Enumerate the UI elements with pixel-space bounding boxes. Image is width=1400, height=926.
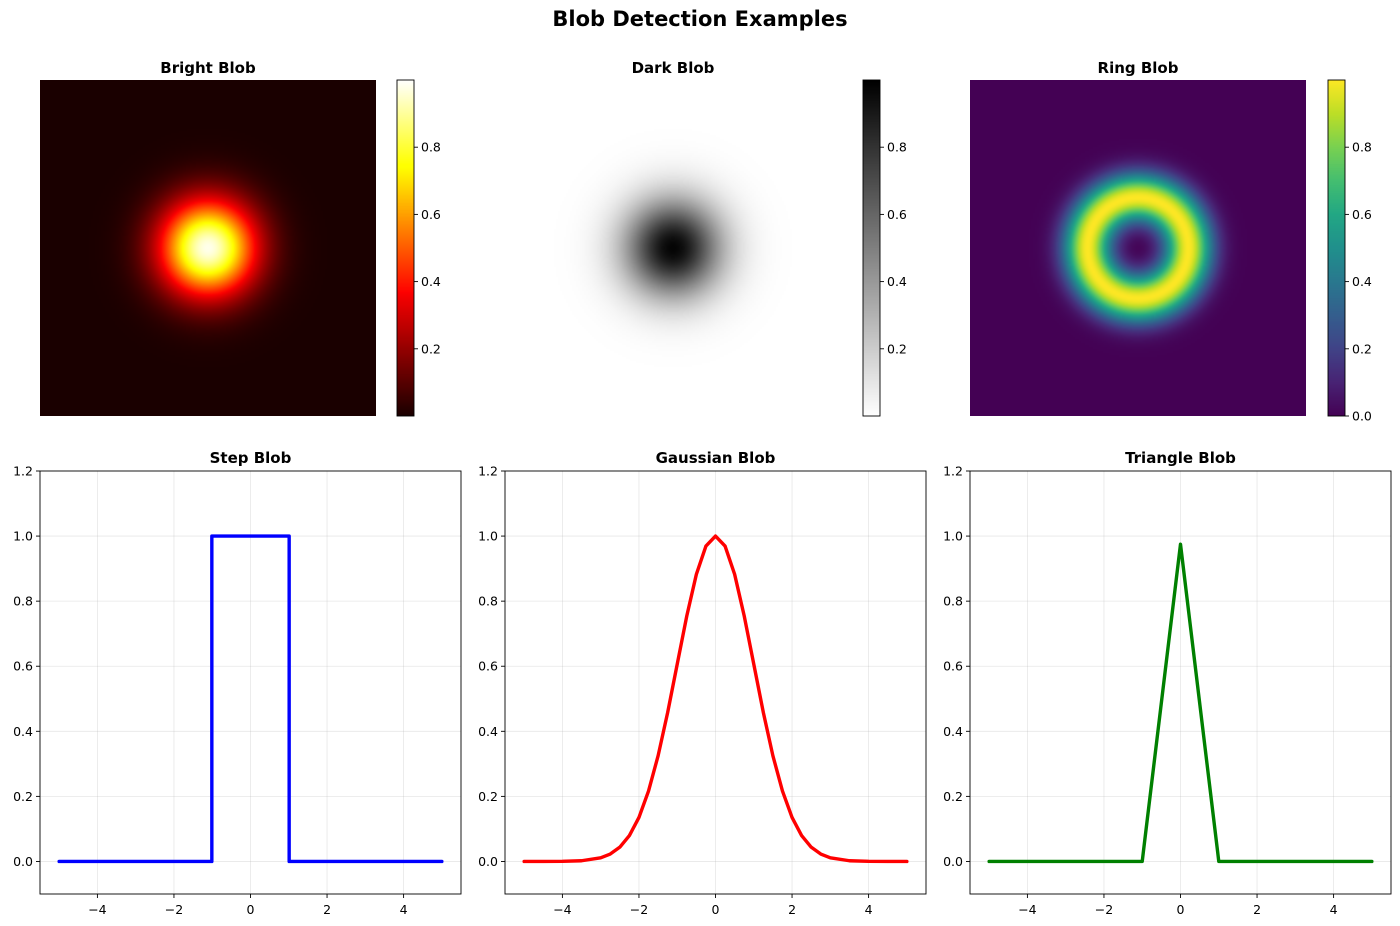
colorbar-tick-label: 0.6 (887, 207, 907, 222)
y-tick-label: 1.0 (943, 529, 963, 544)
y-tick-label: 0.4 (13, 724, 33, 739)
figure-title: Blob Detection Examples (552, 7, 847, 31)
panel-step-blob: Step Blob −4 −2 0 2 4 0.0 0.2 0.4 0.6 0.8 1.0 1.2 (13, 449, 462, 917)
y-tick-label: 1.0 (478, 529, 498, 544)
y-tick-label: 0.4 (943, 724, 963, 739)
colorbar-tick-label: 0.2 (887, 341, 907, 356)
y-tick-label: 0.8 (478, 594, 498, 609)
x-tick-label: 2 (323, 902, 331, 917)
colorbar-gradient (1328, 80, 1345, 416)
colorbar-gradient (863, 80, 880, 416)
x-tick-label: 4 (400, 902, 408, 917)
y-tick-label: 0.0 (13, 854, 33, 869)
y-tick-label: 1.2 (478, 464, 498, 479)
y-tick-label: 1.2 (943, 464, 963, 479)
panel-title: Step Blob (210, 449, 292, 467)
y-tick-label: 1.2 (13, 464, 33, 479)
colorbar-tick-label: 0.6 (421, 207, 441, 222)
colorbar-tick-label: 0.4 (887, 274, 907, 289)
series-line (57, 534, 444, 864)
heatmap-image (505, 80, 841, 416)
colorbar-tick-label: 0.8 (887, 140, 907, 155)
colorbar-tick-label: 0.6 (1352, 207, 1372, 222)
y-tick-label: 0.2 (478, 789, 498, 804)
x-tick-label: −4 (1018, 902, 1036, 917)
colorbar-frame (396, 79, 415, 417)
series-line (987, 542, 1374, 864)
x-tick-label: −4 (553, 902, 571, 917)
x-tick-label: −4 (88, 902, 106, 917)
panel-bright-blob: Bright Blob 0.2 0.4 0.6 0.8 (40, 59, 441, 417)
x-tick-label: 4 (865, 902, 873, 917)
colorbar-frame (862, 79, 881, 417)
colorbar-tick-label: 0.8 (1352, 140, 1372, 155)
x-tick-label: −2 (1095, 902, 1113, 917)
x-tick-label: −2 (165, 902, 183, 917)
panel-dark-blob: Dark Blob 0.2 0.4 0.6 0.8 (505, 59, 907, 417)
colorbar-gradient (397, 80, 414, 416)
panel-gaussian-blob: Gaussian Blob −4 −2 0 2 4 0.0 0.2 0.4 0.6 0.8 1.0 1.… (478, 449, 927, 917)
x-tick-label: 0 (712, 902, 720, 917)
colorbar-tick-label: 0.2 (421, 341, 441, 356)
colorbar-frame (1327, 79, 1346, 417)
colorbar-tick-label: 0.2 (1352, 341, 1372, 356)
y-tick-label: 0.6 (478, 659, 498, 674)
x-tick-label: 2 (1253, 902, 1261, 917)
panel-title: Gaussian Blob (656, 449, 776, 467)
y-tick-label: 1.0 (13, 529, 33, 544)
panel-title: Ring Blob (1098, 59, 1179, 77)
panel-ring-blob: Ring Blob 0.0 0.2 0.4 0.6 0.8 (970, 59, 1372, 424)
y-tick-label: 0.8 (943, 594, 963, 609)
x-tick-label: 4 (1330, 902, 1338, 917)
y-tick-label: 0.0 (943, 854, 963, 869)
panel-title: Dark Blob (632, 59, 715, 77)
y-tick-label: 0.2 (943, 789, 963, 804)
x-tick-label: 0 (1177, 902, 1185, 917)
x-tick-label: 0 (247, 902, 255, 917)
series-line (522, 534, 909, 864)
colorbar-tick-label: 0.4 (421, 274, 441, 289)
panel-title: Triangle Blob (1125, 449, 1236, 467)
y-tick-label: 0.6 (13, 659, 33, 674)
heatmap-image (40, 80, 376, 416)
colorbar-tick-label: 0.8 (421, 140, 441, 155)
y-tick-label: 0.4 (478, 724, 498, 739)
panel-title: Bright Blob (160, 59, 256, 77)
y-tick-label: 0.6 (943, 659, 963, 674)
y-tick-label: 0.2 (13, 789, 33, 804)
x-tick-label: 2 (788, 902, 796, 917)
x-tick-label: −2 (630, 902, 648, 917)
y-tick-label: 0.8 (13, 594, 33, 609)
colorbar-tick-label: 0.0 (1352, 409, 1372, 424)
colorbar-tick-label: 0.4 (1352, 274, 1372, 289)
panels: Bright Blob 0.2 0.4 0.6 0.8 Dark Blob 0.2 0.4 0.… (13, 59, 1392, 917)
y-tick-label: 0.0 (478, 854, 498, 869)
heatmap-image (970, 80, 1306, 416)
panel-triangle-blob: Triangle Blob −4 −2 0 2 4 0.0 0.2 0.4 0.6 0.8 1.0 1.… (943, 449, 1392, 917)
